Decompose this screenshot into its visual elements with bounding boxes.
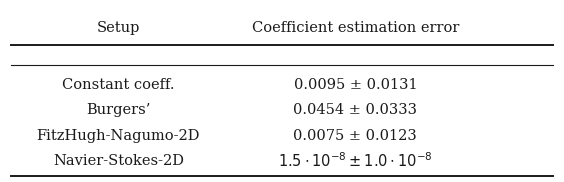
Text: 0.0454 ± 0.0333: 0.0454 ± 0.0333 (293, 103, 417, 117)
Text: $1.5 \cdot 10^{-8} \pm 1.0 \cdot 10^{-8}$: $1.5 \cdot 10^{-8} \pm 1.0 \cdot 10^{-8}… (278, 152, 433, 170)
Text: Burgers’: Burgers’ (86, 103, 151, 117)
Text: Navier-Stokes-2D: Navier-Stokes-2D (53, 154, 184, 168)
Text: Constant coeff.: Constant coeff. (62, 78, 175, 92)
Text: Coefficient estimation error: Coefficient estimation error (252, 21, 459, 35)
Text: 0.0095 ± 0.0131: 0.0095 ± 0.0131 (293, 78, 417, 92)
Text: 0.0075 ± 0.0123: 0.0075 ± 0.0123 (293, 129, 417, 143)
Text: FitzHugh-Nagumo-2D: FitzHugh-Nagumo-2D (37, 129, 200, 143)
Text: Setup: Setup (97, 21, 140, 35)
